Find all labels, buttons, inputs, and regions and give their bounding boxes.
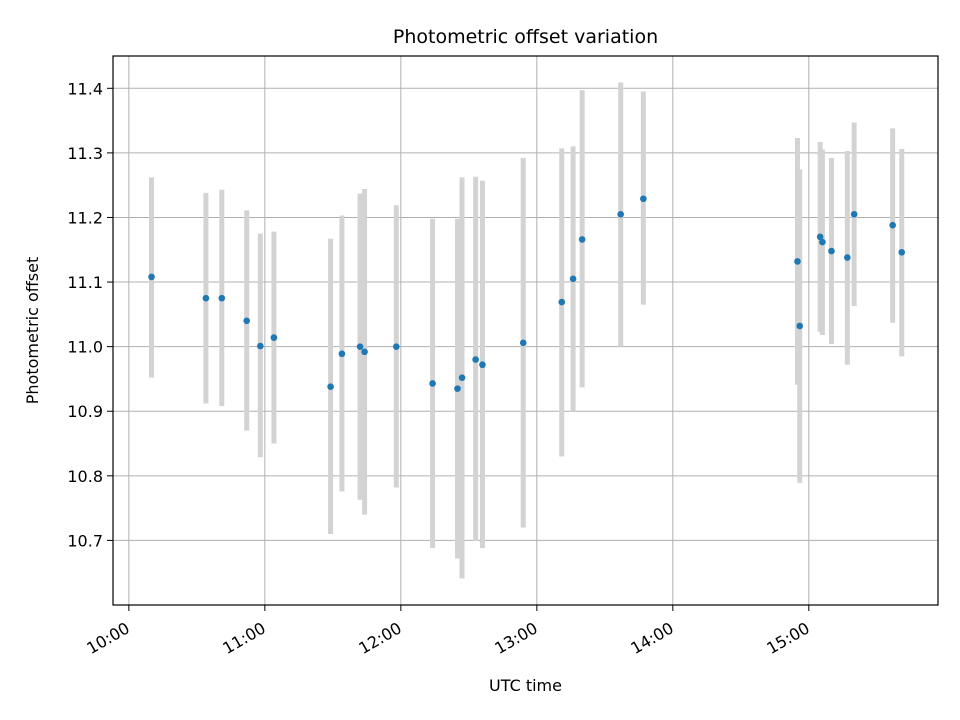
data-point — [796, 322, 804, 330]
data-point — [361, 348, 368, 356]
data-point — [617, 210, 624, 218]
data-point — [519, 339, 527, 347]
data-point — [850, 210, 858, 218]
x-axis-label: UTC time — [489, 676, 562, 695]
data-point — [472, 356, 479, 363]
y-tick-label: 10.7 — [67, 531, 103, 550]
data-point — [270, 334, 278, 341]
data-point — [794, 258, 801, 265]
data-point — [458, 374, 466, 381]
data-point — [218, 294, 226, 302]
x-tick-label: 12:00 — [355, 618, 404, 658]
data-point — [828, 247, 835, 255]
data-point — [202, 294, 210, 302]
data-point — [327, 383, 334, 390]
data-point — [578, 236, 586, 243]
data-point — [393, 343, 400, 350]
data-point — [257, 342, 264, 350]
plot-frame — [112, 55, 939, 606]
y-tick-label: 11.3 — [67, 144, 103, 163]
data-point — [338, 350, 346, 358]
grid-lines — [113, 56, 938, 605]
y-tick-label: 11.0 — [67, 338, 103, 357]
data-point — [356, 343, 364, 350]
y-tick-label: 10.9 — [67, 402, 103, 421]
data-point — [889, 221, 896, 229]
y-tick-label: 11.1 — [67, 273, 103, 292]
chart-title: Photometric offset variation — [393, 26, 658, 48]
axis-ticks: 10:00 11:00 12:00 13:00 14:00 15:00 10.7 10.8 10… — [67, 79, 812, 658]
x-tick-label: 15:00 — [763, 618, 812, 658]
y-tick-label: 11.2 — [67, 208, 103, 227]
data-point — [479, 361, 486, 369]
data-point — [148, 273, 155, 281]
data-point — [819, 238, 826, 246]
data-point — [816, 233, 824, 241]
x-tick-label: 13:00 — [491, 618, 540, 658]
y-tick-label: 10.8 — [67, 467, 103, 486]
data-point — [844, 254, 851, 261]
data-point — [429, 380, 436, 387]
x-tick-label: 11:00 — [219, 618, 268, 658]
data-point — [569, 275, 577, 283]
data-point — [243, 317, 251, 325]
data-point — [640, 195, 647, 203]
error-bars — [149, 82, 905, 579]
y-tick-label: 11.4 — [67, 79, 103, 98]
data-point — [898, 249, 906, 256]
data-points — [148, 195, 906, 392]
y-axis-label: Photometric offset — [23, 257, 42, 405]
data-point — [558, 298, 566, 306]
x-tick-label: 10:00 — [83, 618, 132, 658]
x-tick-label: 14:00 — [627, 618, 676, 658]
data-point — [454, 385, 461, 392]
